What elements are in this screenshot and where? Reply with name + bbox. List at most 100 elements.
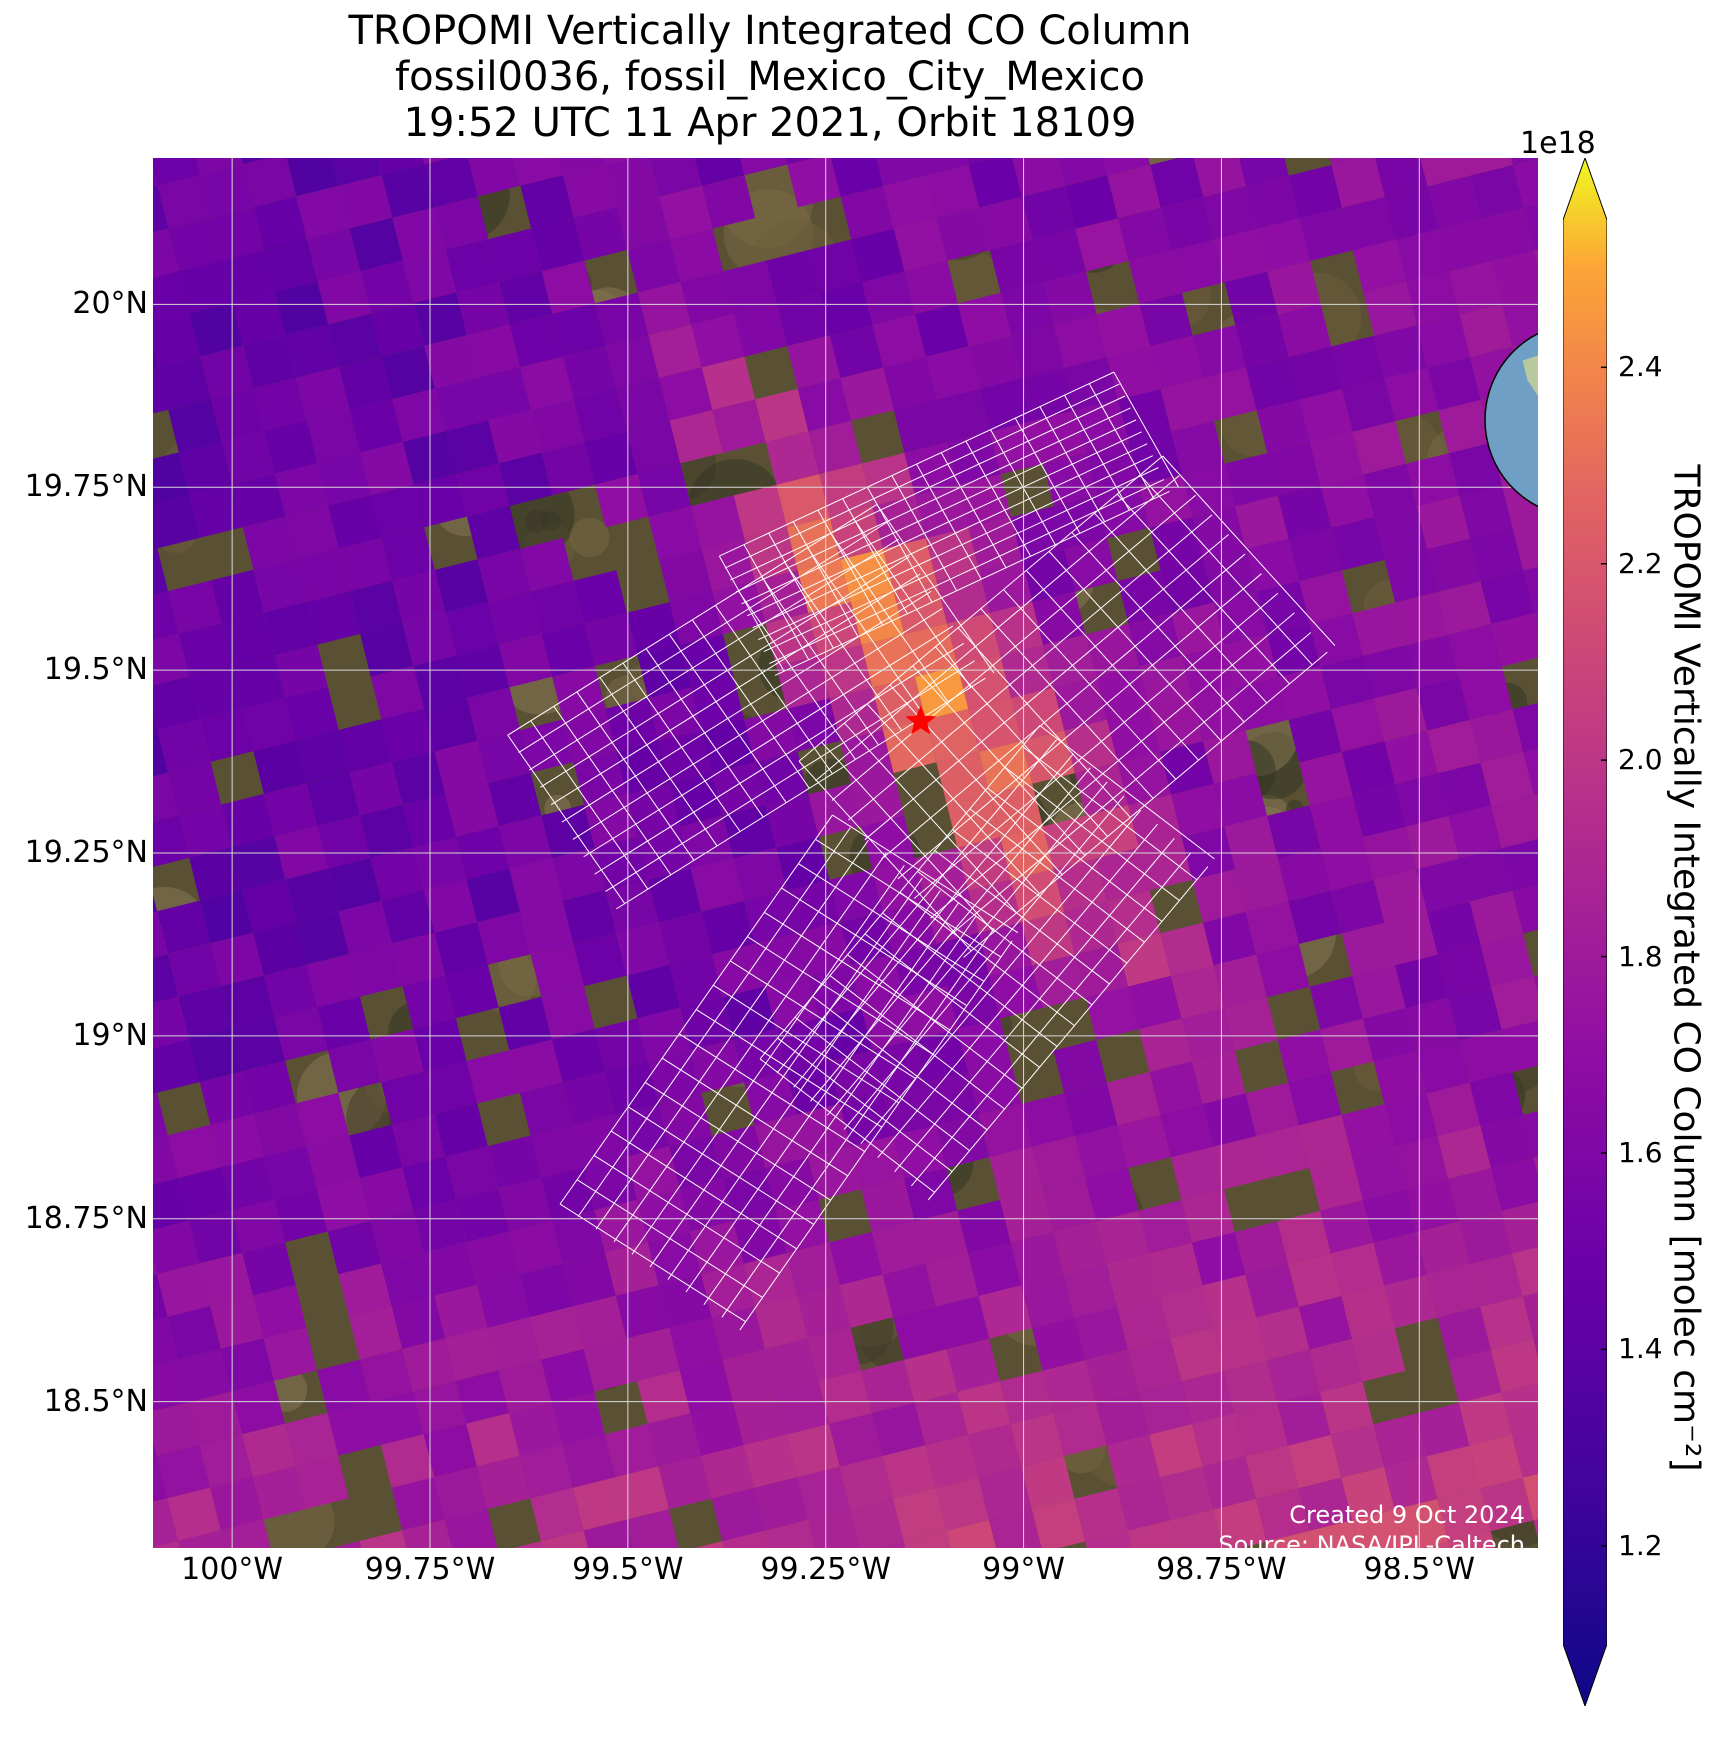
co-pixel xyxy=(1064,901,1118,955)
mesh-line xyxy=(810,767,1091,1102)
co-pixel xyxy=(520,719,574,773)
co-pixel xyxy=(328,495,382,549)
co-pixel xyxy=(1128,975,1182,1030)
co-pixel xyxy=(1266,1349,1320,1403)
map-panel[interactable] xyxy=(153,158,1538,1548)
co-pixel xyxy=(402,1156,456,1211)
co-pixel xyxy=(1373,688,1428,742)
co-pixel xyxy=(627,239,681,293)
co-pixel xyxy=(178,1167,232,1221)
mesh-line xyxy=(577,827,851,1217)
co-pixel xyxy=(1384,186,1439,240)
co-pixel xyxy=(583,1157,638,1211)
co-pixel xyxy=(914,1392,968,1446)
co-pixel xyxy=(1235,677,1289,731)
co-pixel xyxy=(360,441,414,496)
mesh-line xyxy=(763,467,1159,653)
co-pixel xyxy=(978,1285,1032,1339)
co-pixel xyxy=(153,1274,168,1321)
co-pixel xyxy=(754,1477,808,1531)
co-pixel xyxy=(921,158,969,176)
lat-tick-label: 19.5°N xyxy=(43,652,148,688)
co-pixel xyxy=(199,1071,254,1125)
co-pixel xyxy=(1459,848,1513,902)
co-pixel xyxy=(392,207,446,261)
co-pixel xyxy=(1437,1125,1491,1179)
co-pixel xyxy=(957,292,1012,347)
co-pixel xyxy=(819,282,873,336)
co-pixel xyxy=(1288,165,1343,219)
co-pixel xyxy=(445,420,499,474)
co-pixel xyxy=(1160,196,1215,251)
co-pixel xyxy=(711,1306,766,1360)
co-pixel xyxy=(893,1306,947,1360)
co-pixel xyxy=(1149,1242,1203,1297)
co-pixel xyxy=(1448,1168,1502,1222)
co-pixel xyxy=(1309,613,1364,667)
co-pixel xyxy=(1448,261,1503,315)
co-pixel xyxy=(153,548,168,595)
co-pixel xyxy=(1150,158,1204,208)
co-pixel xyxy=(1202,1456,1256,1510)
co-pixel xyxy=(957,655,1011,709)
co-pixel xyxy=(1448,1349,1502,1403)
co-pixel xyxy=(829,687,883,741)
co-pixel xyxy=(1448,1531,1495,1548)
co-pixel xyxy=(914,1210,968,1264)
co-pixel xyxy=(871,1221,926,1275)
co-pixel xyxy=(1224,634,1278,688)
co-pixel xyxy=(925,709,979,763)
co-pixel xyxy=(594,1018,648,1072)
co-pixel xyxy=(371,303,425,357)
co-pixel xyxy=(775,1199,830,1254)
co-pixel xyxy=(626,1327,680,1382)
co-pixel xyxy=(1159,1466,1214,1521)
co-pixel xyxy=(1341,1104,1395,1158)
co-pixel xyxy=(776,292,830,347)
co-pixel xyxy=(1341,741,1396,795)
co-pixel xyxy=(1470,527,1524,582)
co-pixel xyxy=(1427,357,1481,411)
co-pixel xyxy=(1523,748,1538,795)
co-pixel xyxy=(1213,1317,1267,1371)
co-pixel xyxy=(787,158,841,208)
co-pixel xyxy=(360,623,414,677)
co-pixel xyxy=(349,217,403,272)
co-pixel xyxy=(701,356,756,410)
co-pixel xyxy=(1170,965,1225,1019)
co-pixel xyxy=(509,1402,563,1456)
co-pixel xyxy=(1480,933,1534,987)
co-pixel xyxy=(402,794,456,848)
co-pixel xyxy=(1331,698,1385,752)
chart-title-line-3: 19:52 UTC 11 Apr 2021, Orbit 18109 xyxy=(403,100,1137,146)
co-pixel xyxy=(840,186,894,240)
mesh-line xyxy=(735,407,1131,593)
co-pixel xyxy=(755,388,809,443)
co-pixel xyxy=(1512,703,1538,752)
co-pixel xyxy=(701,1445,755,1499)
co-pixel xyxy=(1021,911,1075,966)
co-pixel xyxy=(317,815,371,869)
co-pixel xyxy=(530,943,584,997)
co-pixel xyxy=(669,1317,723,1371)
co-pixel xyxy=(883,175,937,229)
co-pixel xyxy=(797,378,852,432)
co-pixel xyxy=(178,1348,232,1403)
co-pixel xyxy=(968,698,1022,752)
co-pixel xyxy=(966,158,996,165)
co-pixel xyxy=(435,196,489,250)
co-pixel xyxy=(882,1263,936,1318)
co-pixel xyxy=(1053,1402,1107,1457)
co-pixel xyxy=(327,1220,381,1275)
co-pixel xyxy=(967,1424,1022,1478)
co-pixel xyxy=(658,911,712,965)
co-pixel xyxy=(1053,314,1108,368)
co-pixel xyxy=(455,1370,509,1424)
co-pixel xyxy=(370,847,424,901)
co-pixel xyxy=(338,537,393,592)
co-pixel xyxy=(167,1124,221,1179)
co-pixel xyxy=(1416,314,1471,368)
co-pixel xyxy=(882,1082,936,1136)
co-pixel xyxy=(1256,399,1310,454)
co-pixel xyxy=(156,1444,211,1499)
